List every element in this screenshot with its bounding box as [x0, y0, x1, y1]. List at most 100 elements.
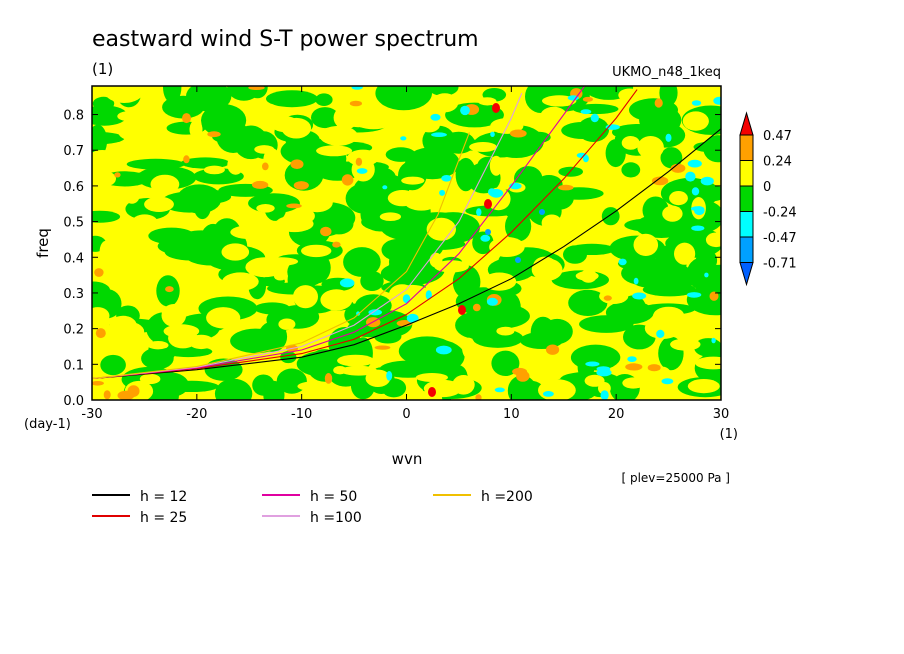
field-patch-neutral — [469, 142, 497, 152]
legend-label: h =200 — [481, 489, 533, 505]
field-patch-positive — [349, 100, 362, 107]
field-patch-neutral — [541, 214, 562, 232]
field-patch-positive — [182, 113, 191, 124]
field-patch-low — [435, 345, 452, 355]
field-patch-neutral — [245, 257, 285, 278]
field-patch-neutral — [452, 375, 475, 395]
x-tick-label: -30 — [81, 407, 102, 422]
field-patch-positive — [114, 172, 121, 178]
field-patch-negative — [227, 86, 261, 101]
field-patch-positive — [94, 268, 104, 277]
field-patch-neutral — [222, 272, 259, 291]
field-patch-neutral — [379, 212, 401, 221]
field-patch-positive — [341, 174, 354, 186]
x-axis: -30 -20 -10 0 10 20 30 — [81, 86, 729, 422]
field-patch-neutral — [337, 354, 375, 367]
field-patch-low — [691, 187, 700, 196]
field-patch-negative — [216, 121, 250, 153]
field-patch-neutral — [365, 369, 391, 387]
field-patch-low — [439, 189, 446, 196]
field-patch-low — [582, 154, 589, 163]
field-patch-high — [492, 103, 500, 113]
colorbar-swatch — [739, 236, 754, 263]
field-patch-positive — [355, 157, 363, 166]
field-patch-negative — [177, 184, 222, 214]
field-patch-negative — [389, 249, 414, 275]
field-patch-positive — [651, 176, 669, 186]
x-axis-unit: (1) — [720, 427, 738, 442]
field-patch-positive — [647, 364, 661, 372]
field-patch-negative — [360, 271, 384, 291]
field-patch-low — [441, 175, 452, 182]
field-patch-positive — [290, 159, 304, 169]
field-patch-neutral — [426, 217, 456, 241]
field-patch-negative — [620, 295, 646, 320]
y-tick-label: 0.1 — [63, 358, 84, 373]
field-patch-neutral — [602, 288, 634, 297]
field-patch-negative — [92, 131, 125, 145]
colorbar-label: 0.47 — [763, 129, 792, 144]
field-patch-positive — [262, 162, 269, 171]
legend-label: h = 12 — [140, 489, 187, 505]
field-patch-positive — [516, 370, 530, 382]
field-patch-positive — [625, 363, 643, 371]
colorbar-label: 0 — [763, 180, 771, 195]
y-tick-label: 0.2 — [63, 323, 84, 338]
field-patch-negative — [360, 197, 399, 232]
field-patch-negative — [621, 162, 641, 178]
legend-label: h = 50 — [310, 489, 357, 505]
field-patch-low — [596, 366, 611, 372]
field-patch-negative — [667, 264, 693, 295]
colorbar-swatch — [739, 160, 754, 187]
field-patch-neutral — [92, 150, 117, 168]
field-patch-positive — [546, 344, 560, 355]
field-patch-neutral — [301, 192, 333, 213]
field-patch-neutral — [489, 237, 525, 257]
field-patch-negative — [491, 350, 520, 376]
field-patch-negative — [703, 135, 721, 163]
field-patch-negative — [157, 236, 210, 256]
field-patch-negative — [92, 96, 115, 111]
field-patch-neutral — [538, 379, 576, 400]
field-patch-low — [386, 371, 393, 381]
field-patch-neutral — [705, 232, 721, 248]
field-patch-neutral — [144, 196, 174, 212]
field-patch-positive — [92, 381, 104, 386]
dispersion-curve-4 — [92, 132, 470, 380]
field-patch-neutral — [104, 86, 144, 103]
field-patch-neutral — [131, 214, 158, 231]
field-patch-negative — [408, 339, 465, 374]
dispersion-curve-3 — [92, 92, 523, 380]
field-patch-neutral — [163, 324, 200, 339]
field-patch-negative — [445, 102, 504, 128]
field-patch-neutral — [431, 93, 459, 113]
field-patch-neutral — [221, 243, 250, 261]
field-patch-low — [632, 292, 647, 300]
field-patch-low — [339, 278, 355, 288]
dispersion-curve-1 — [92, 89, 638, 380]
field-patch-high — [484, 199, 492, 209]
field-patch-neutral — [478, 97, 497, 106]
field-patch-negative — [428, 86, 459, 96]
field-patch-low — [382, 185, 388, 190]
field-patch-negative — [100, 354, 126, 376]
field-patch-neutral — [189, 119, 203, 139]
dispersion-curves — [92, 86, 721, 380]
field-patch-very-low — [539, 209, 545, 215]
field-patch-neutral — [117, 121, 148, 141]
field-patch-low — [711, 337, 716, 344]
field-patch-neutral — [230, 225, 268, 239]
field-patch-neutral — [319, 125, 358, 146]
field-patch-positive — [475, 394, 482, 400]
field-patch-positive — [654, 98, 663, 108]
field-patch-positive — [472, 303, 481, 312]
plot-area — [91, 85, 722, 401]
field-patch-neutral — [489, 155, 503, 176]
field-patch-negative — [422, 125, 456, 156]
field-patch-low — [656, 329, 665, 338]
field-patch-low — [430, 113, 441, 121]
field-patch-positive — [183, 155, 190, 164]
y-tick-label: 0.5 — [63, 216, 84, 231]
field-patch-low — [590, 113, 599, 123]
field-patch-negative — [541, 318, 573, 345]
